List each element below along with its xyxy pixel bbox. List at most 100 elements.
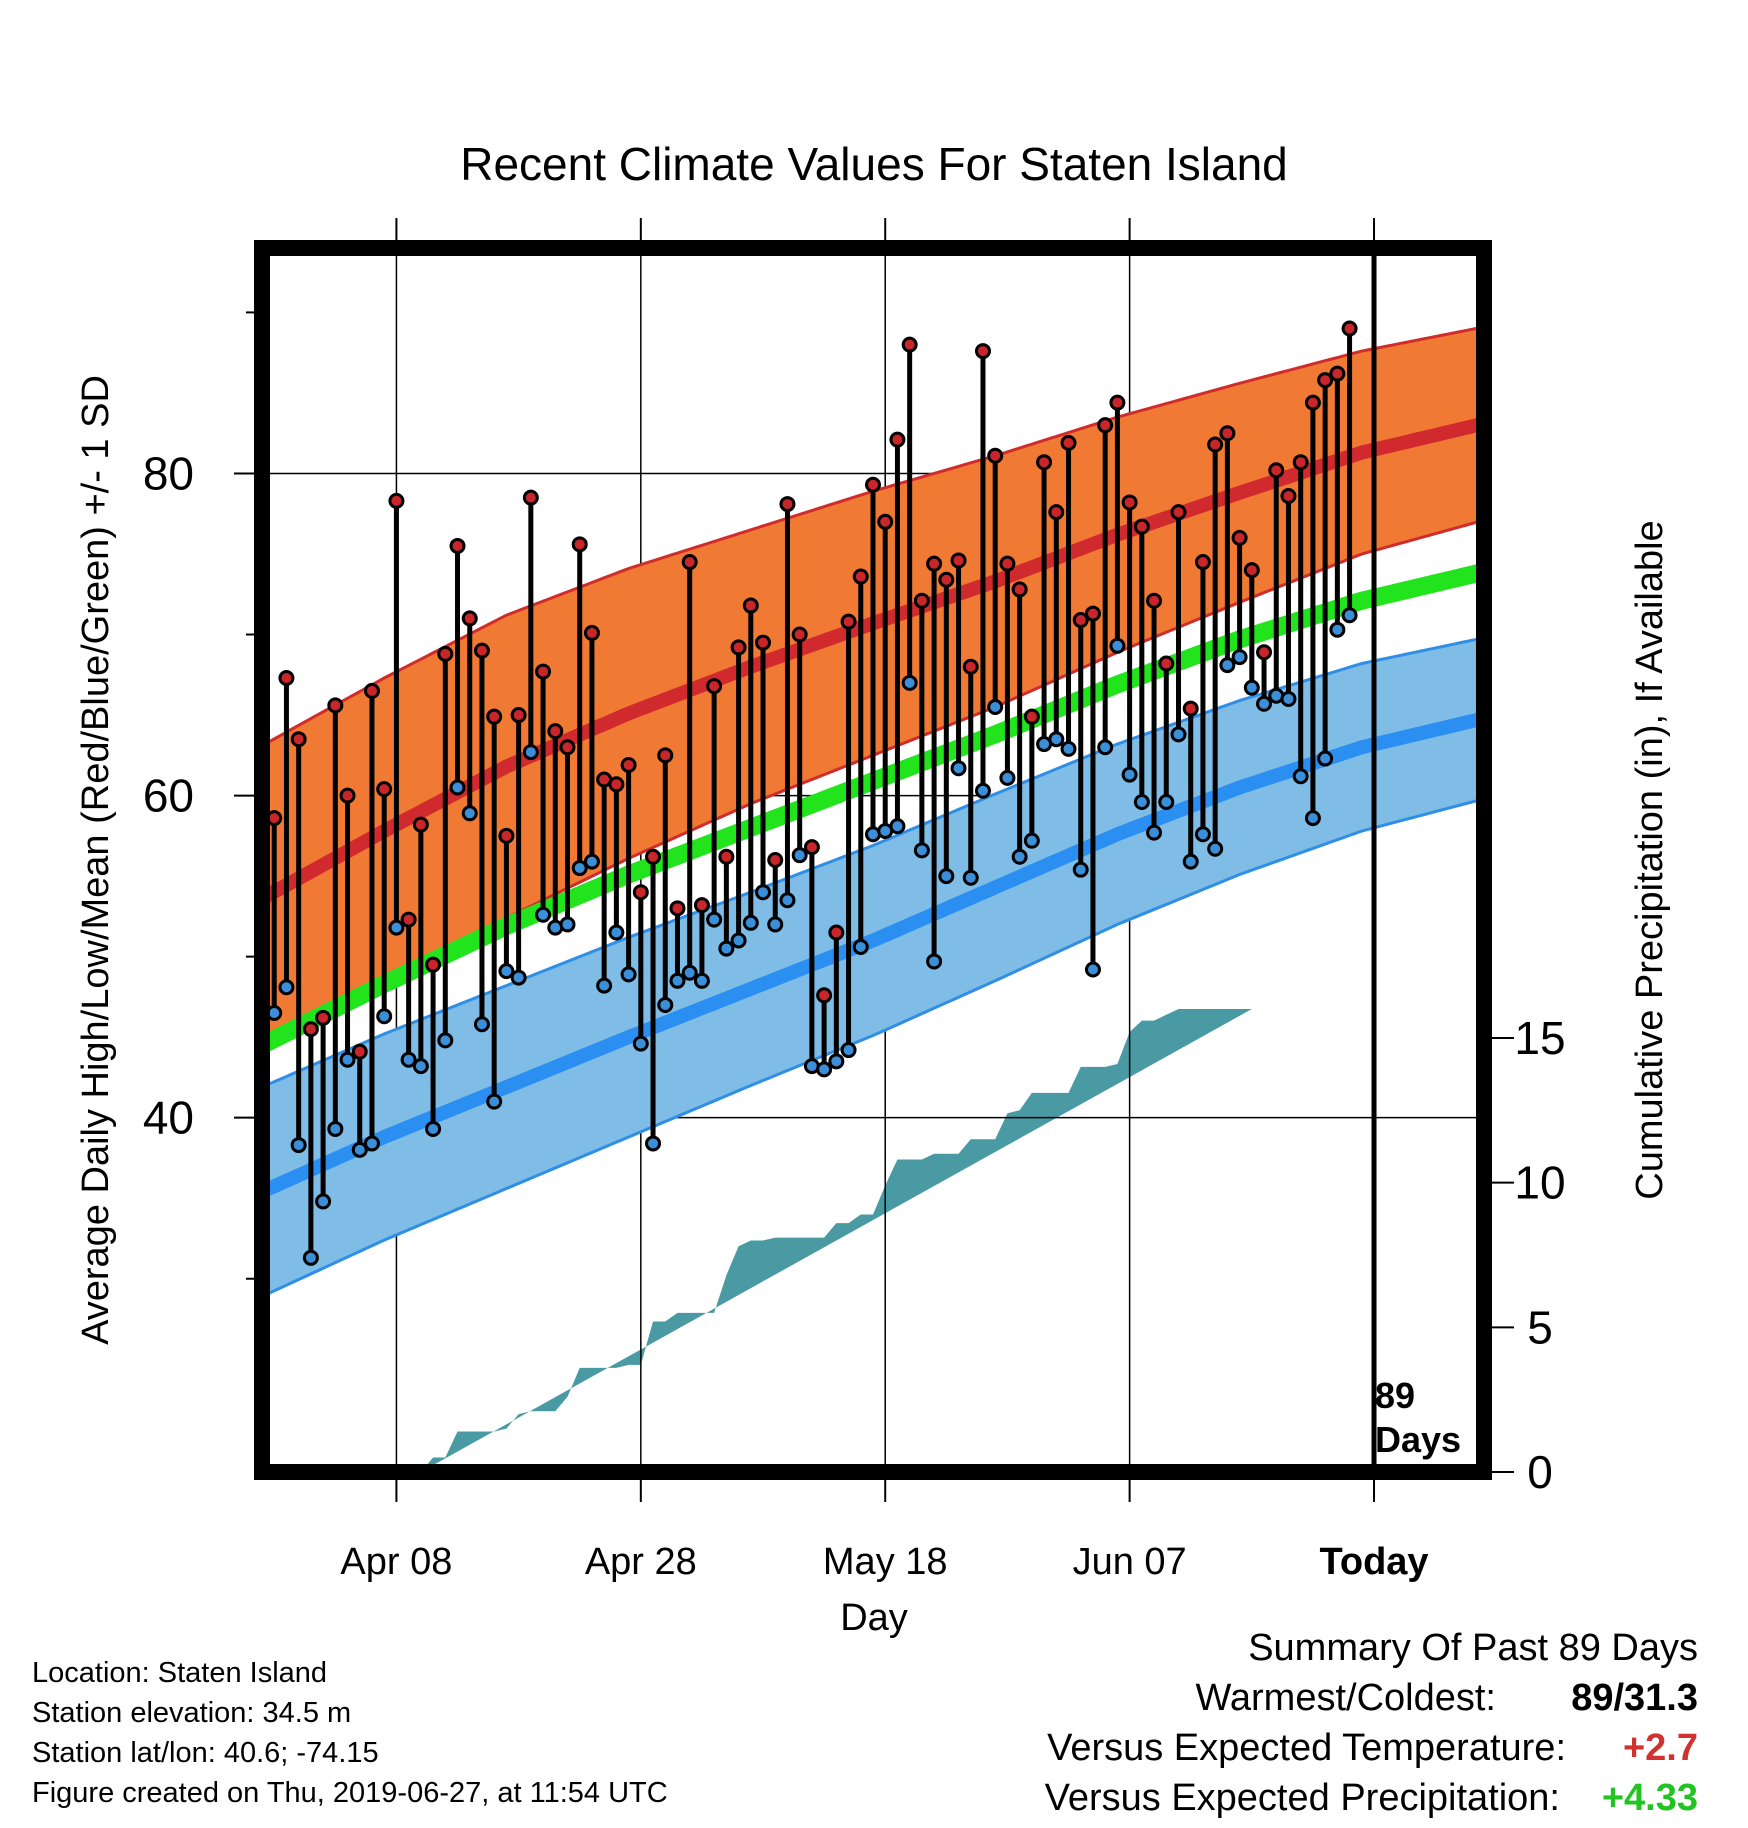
- daily-high-point: [828, 924, 845, 941]
- low-sd-top-edge: [262, 636, 1484, 1089]
- daily-low-point: [1304, 810, 1321, 827]
- daily-high-point: [1048, 504, 1065, 521]
- daily-high-point: [1292, 454, 1309, 471]
- x-tick-label: Apr 08: [340, 1541, 452, 1583]
- warmest-value: 89/31.3: [1571, 1677, 1698, 1719]
- daily-low-point: [596, 977, 613, 994]
- daily-bars-layer: [271, 328, 1353, 1258]
- daily-low-point: [742, 914, 759, 931]
- daily-high-point: [840, 613, 857, 630]
- daily-low-point: [962, 869, 979, 886]
- daily-high-point: [1109, 394, 1126, 411]
- y-tick-label: 60: [143, 770, 194, 822]
- daily-low-point: [706, 911, 723, 928]
- daily-low-point: [816, 1061, 833, 1078]
- daily-high-point: [1023, 708, 1040, 725]
- daily-low-point: [913, 842, 930, 859]
- daily-low-point: [1072, 861, 1089, 878]
- daily-low-point: [767, 916, 784, 933]
- plot-frame: [254, 240, 1492, 1480]
- daily-low-point: [522, 744, 539, 761]
- daily-high-point: [1317, 372, 1334, 389]
- daily-low-point: [999, 769, 1016, 786]
- daily-high-point: [522, 489, 539, 506]
- daily-low-point: [327, 1120, 344, 1137]
- daily-high-point: [1341, 320, 1358, 337]
- daily-low-point: [535, 906, 552, 923]
- daily-low-point: [1011, 848, 1028, 865]
- daily-high-point: [620, 756, 637, 773]
- elevation-text: Station elevation: 34.5 m: [32, 1697, 351, 1729]
- daily-low-point: [1170, 726, 1187, 743]
- daily-high-point: [791, 626, 808, 643]
- daily-high-point: [901, 336, 918, 353]
- daily-high-point: [1072, 612, 1089, 629]
- daily-low-point: [510, 969, 527, 986]
- daily-high-point: [779, 496, 796, 513]
- daily-high-point: [1329, 365, 1346, 382]
- daily-high-point: [412, 816, 429, 833]
- y2-tick-label: 15: [1514, 1012, 1565, 1064]
- summary-title: Summary Of Past 89 Days: [1248, 1627, 1698, 1669]
- daily-high-point: [535, 663, 552, 680]
- daily-high-point: [425, 956, 442, 973]
- x-tick-label: Today: [1319, 1541, 1428, 1583]
- daily-high-point: [718, 848, 735, 865]
- daily-low-point: [400, 1051, 417, 1068]
- daily-high-point: [1097, 417, 1114, 434]
- daily-low-point: [1207, 840, 1224, 857]
- low-sd-lower-edge: [262, 797, 1484, 1298]
- daily-high-point: [669, 900, 686, 917]
- daily-high-point: [510, 707, 527, 724]
- daily-low-point: [1194, 826, 1211, 843]
- x-axis-label: Day: [840, 1597, 908, 1639]
- x-tick-label: Apr 28: [585, 1541, 697, 1583]
- temp-anomaly-value: +2.7: [1623, 1727, 1698, 1769]
- daily-high-point: [473, 642, 490, 659]
- created-text: Figure created on Thu, 2019-06-27, at 11…: [32, 1777, 668, 1809]
- daily-low-point: [412, 1058, 429, 1075]
- daily-low-point: [1317, 750, 1334, 767]
- daily-low-point: [1133, 794, 1150, 811]
- daily-low-point: [1256, 695, 1273, 712]
- daily-high-point: [1243, 562, 1260, 579]
- low-normal-line: [262, 711, 1484, 1199]
- daily-high-point: [1170, 504, 1187, 521]
- daily-high-point: [290, 731, 307, 748]
- daily-high-point: [1268, 462, 1285, 479]
- daily-low-point: [583, 853, 600, 870]
- days-unit-label: Days: [1375, 1419, 1461, 1460]
- daily-low-point: [693, 972, 710, 989]
- daily-low-point: [926, 953, 943, 970]
- daily-low-point: [571, 860, 588, 877]
- daily-high-point: [889, 431, 906, 448]
- daily-high-point: [803, 839, 820, 856]
- daily-low-point: [938, 868, 955, 885]
- daily-low-point: [901, 674, 918, 691]
- daily-low-point: [339, 1051, 356, 1068]
- daily-high-point: [486, 708, 503, 725]
- daily-high-point: [1133, 518, 1150, 535]
- daily-high-point: [974, 343, 991, 360]
- daily-high-point: [767, 852, 784, 868]
- x-tick-label: Jun 07: [1073, 1541, 1187, 1583]
- daily-high-point: [400, 911, 417, 928]
- daily-high-point: [865, 476, 881, 493]
- daily-low-point: [657, 996, 674, 1013]
- daily-low-point: [498, 963, 515, 980]
- daily-low-point: [1182, 853, 1199, 870]
- x-tick-labels: Apr 08 Apr 28 May 18 Jun 07 Today: [340, 1541, 1428, 1583]
- daily-high-point: [315, 1009, 332, 1026]
- days-count-label: 89: [1375, 1375, 1415, 1416]
- daily-high-point: [302, 1021, 319, 1038]
- daily-high-point: [1060, 434, 1077, 451]
- y2-tick-label: 5: [1527, 1301, 1553, 1353]
- daily-high-point: [706, 678, 723, 695]
- daily-high-point: [1036, 454, 1053, 471]
- daily-low-point: [351, 1141, 368, 1158]
- daily-low-point: [950, 760, 967, 777]
- precip-area: [420, 1009, 1252, 1472]
- precip-layer: [420, 1009, 1252, 1472]
- daily-low-point: [376, 1008, 393, 1025]
